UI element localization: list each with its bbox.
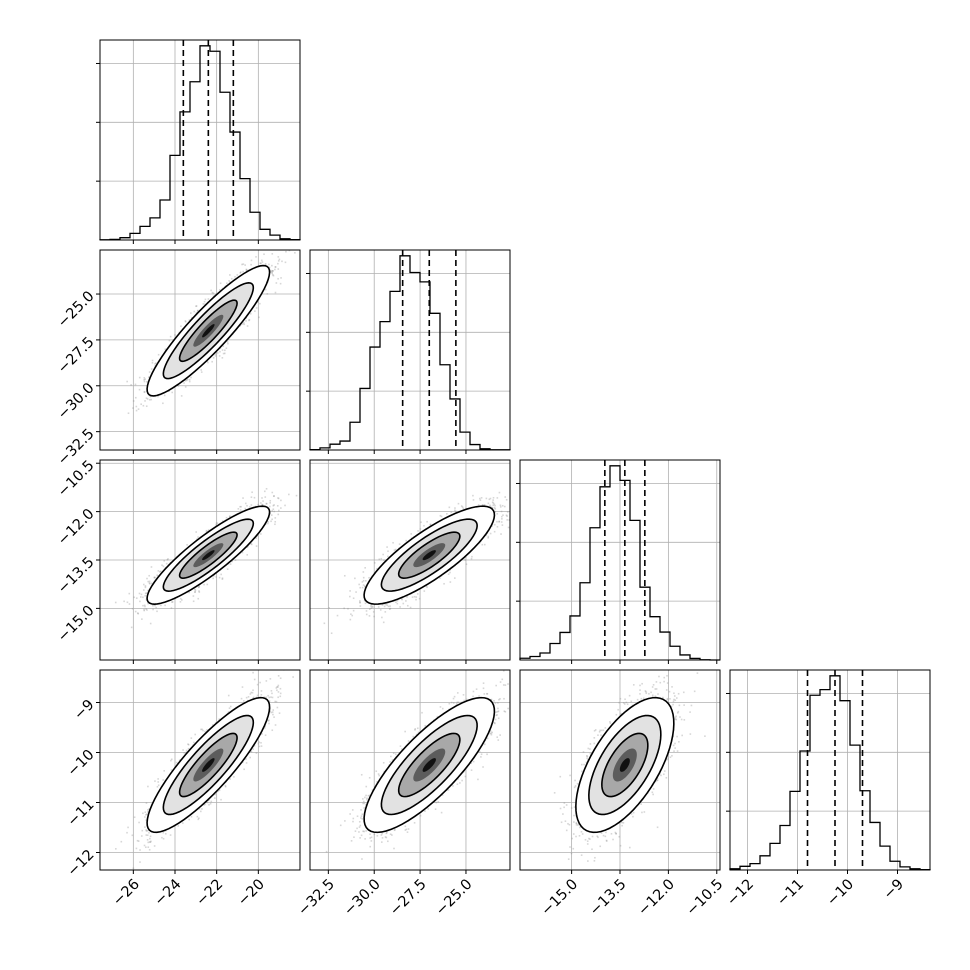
density-fill-4 xyxy=(202,324,215,338)
hist-panel-0 xyxy=(96,39,301,244)
hist-panel-1 xyxy=(306,249,511,454)
axes-frame xyxy=(309,459,511,661)
hist-panel-2 xyxy=(516,459,721,664)
x-tick-label-2-1: −13.5 xyxy=(587,876,630,919)
scatter-panel-2-1 xyxy=(309,459,511,664)
contour-line-0 xyxy=(146,264,271,397)
hist-panel-3 xyxy=(726,669,931,874)
y-tick-label-1-3: −25.0 xyxy=(55,288,98,331)
x-tick-label-3-1: −11 xyxy=(774,876,807,909)
histogram-1 xyxy=(309,255,511,451)
density-fill-4 xyxy=(202,758,215,772)
contour-line-2 xyxy=(178,732,238,798)
histogram-0 xyxy=(99,45,301,241)
x-tick-label-0-3: −20 xyxy=(235,876,268,909)
x-tick-label-2-0: −15.0 xyxy=(539,876,582,919)
density-fill-4 xyxy=(422,758,436,772)
scatter-panel-1-0 xyxy=(96,249,301,454)
contour-line-1 xyxy=(162,714,255,816)
contour-line-0 xyxy=(146,696,271,834)
y-tick-label-1-2: −27.5 xyxy=(55,334,98,377)
y-tick-label-3-1: −11 xyxy=(65,797,98,830)
density-fill-4 xyxy=(422,550,436,561)
x-tick-label-2-3: −10.5 xyxy=(684,876,727,919)
axes-frame xyxy=(309,249,511,451)
contour-line-2 xyxy=(601,732,649,798)
histogram-2 xyxy=(519,465,720,661)
scatter-panel-3-1 xyxy=(309,669,511,874)
contour-line-1 xyxy=(162,282,255,380)
x-tick-label-2-2: −12.0 xyxy=(635,876,678,919)
histogram-3 xyxy=(729,675,931,871)
x-tick-label-0-2: −22 xyxy=(193,876,226,909)
density-fill-4 xyxy=(202,550,215,561)
y-tick-label-3-3: −9 xyxy=(71,697,97,723)
x-tick-label-3-3: −9 xyxy=(881,876,907,902)
y-tick-label-1-0: −32.5 xyxy=(55,426,98,469)
axes-frame xyxy=(99,249,301,451)
y-tick-label-1-1: −30.0 xyxy=(55,380,98,423)
x-tick-label-1-0: −32.5 xyxy=(295,876,338,919)
y-tick-label-2-0: −15.0 xyxy=(55,603,98,646)
x-tick-label-1-2: −27.5 xyxy=(387,876,430,919)
contour-line-0 xyxy=(363,505,496,605)
y-tick-label-2-1: −13.5 xyxy=(55,554,98,597)
y-tick-label-3-0: −12 xyxy=(65,847,98,880)
x-tick-label-0-1: −24 xyxy=(152,876,185,909)
y-tick-label-3-2: −10 xyxy=(65,747,98,780)
contour-line-2 xyxy=(397,732,461,798)
contour-line-1 xyxy=(588,714,662,816)
scatter-panel-2-0 xyxy=(96,459,301,664)
axes-frame xyxy=(729,669,931,871)
contour-line-0 xyxy=(146,505,271,605)
scatter-panel-3-0 xyxy=(96,669,301,874)
axes-frame xyxy=(309,669,511,871)
contour-line-0 xyxy=(363,696,496,834)
x-tick-label-3-2: −10 xyxy=(824,876,857,909)
contour-line-1 xyxy=(380,714,478,816)
y-tick-label-2-2: −12.0 xyxy=(55,506,98,549)
x-tick-label-3-0: −12 xyxy=(724,876,757,909)
axes-frame xyxy=(99,669,301,871)
x-tick-label-0-0: −26 xyxy=(110,876,143,909)
contour-line-2 xyxy=(178,299,238,363)
contour-line-1 xyxy=(162,518,255,592)
contour-line-2 xyxy=(397,531,461,579)
scatter-panel-3-2 xyxy=(519,669,721,874)
x-tick-label-1-3: −25.0 xyxy=(433,876,476,919)
contour-line-1 xyxy=(380,518,478,592)
density-fill-4 xyxy=(619,758,630,772)
contour-line-0 xyxy=(575,696,675,834)
axes-frame xyxy=(99,39,301,241)
x-tick-label-1-1: −30.0 xyxy=(341,876,384,919)
contour-line-2 xyxy=(178,531,238,579)
